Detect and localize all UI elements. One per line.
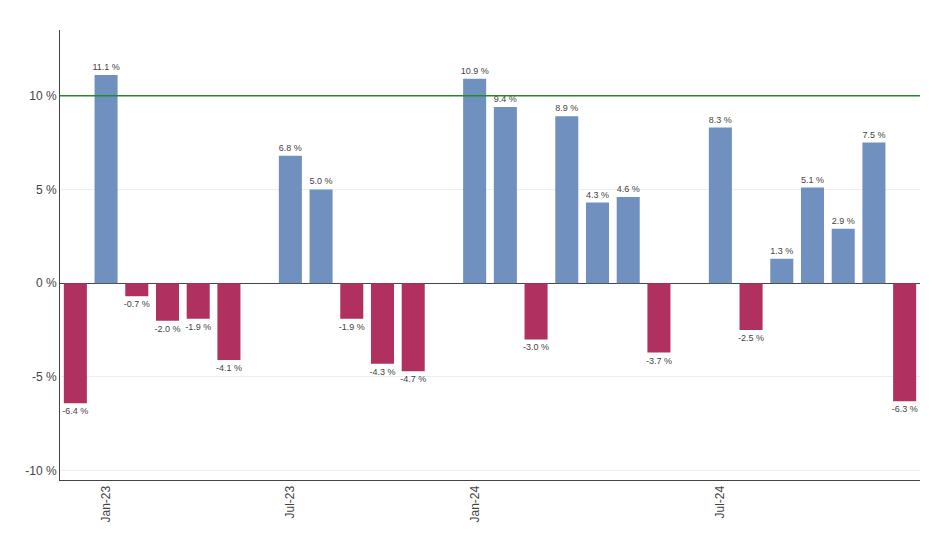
svg-text:7.5 %: 7.5 % — [862, 130, 885, 140]
svg-text:5.0 %: 5.0 % — [310, 176, 333, 186]
svg-text:8.9 %: 8.9 % — [555, 103, 578, 113]
svg-text:-0.7 %: -0.7 % — [124, 299, 150, 309]
svg-text:-4.7 %: -4.7 % — [400, 374, 426, 384]
svg-text:-4.3 %: -4.3 % — [369, 367, 395, 377]
svg-text:-3.7 %: -3.7 % — [646, 356, 672, 366]
svg-text:Jul-23: Jul-23 — [283, 485, 297, 518]
svg-text:2.9 %: 2.9 % — [832, 216, 855, 226]
svg-text:10.9 %: 10.9 % — [461, 66, 489, 76]
svg-text:-1.9 %: -1.9 % — [185, 322, 211, 332]
svg-text:8.3 %: 8.3 % — [709, 115, 732, 125]
svg-text:-6.3 %: -6.3 % — [892, 404, 918, 414]
svg-text:4.3 %: 4.3 % — [586, 190, 609, 200]
svg-text:Jul-24: Jul-24 — [713, 485, 727, 518]
svg-text:Jan-24: Jan-24 — [468, 485, 482, 522]
svg-text:-6.4 %: -6.4 % — [62, 406, 88, 416]
svg-text:-2.5 %: -2.5 % — [738, 333, 764, 343]
svg-text:-4.1 %: -4.1 % — [216, 363, 242, 373]
svg-text:5 %: 5 % — [36, 183, 57, 197]
svg-text:5.1 %: 5.1 % — [801, 175, 824, 185]
svg-text:6.8 %: 6.8 % — [279, 143, 302, 153]
svg-text:-3.0 %: -3.0 % — [523, 342, 549, 352]
svg-text:11.1 %: 11.1 % — [92, 62, 119, 72]
svg-text:4.6 %: 4.6 % — [617, 184, 640, 194]
svg-text:-10 %: -10 % — [25, 464, 57, 478]
svg-text:10 %: 10 % — [29, 89, 57, 103]
svg-text:-5 %: -5 % — [32, 370, 57, 384]
svg-text:0 %: 0 % — [36, 276, 57, 290]
svg-text:-2.0 %: -2.0 % — [154, 324, 180, 334]
svg-text:9.4 %: 9.4 % — [494, 94, 517, 104]
svg-text:1.3 %: 1.3 % — [770, 246, 793, 256]
svg-text:-1.9 %: -1.9 % — [339, 322, 365, 332]
svg-text:Jan-23: Jan-23 — [99, 485, 113, 522]
